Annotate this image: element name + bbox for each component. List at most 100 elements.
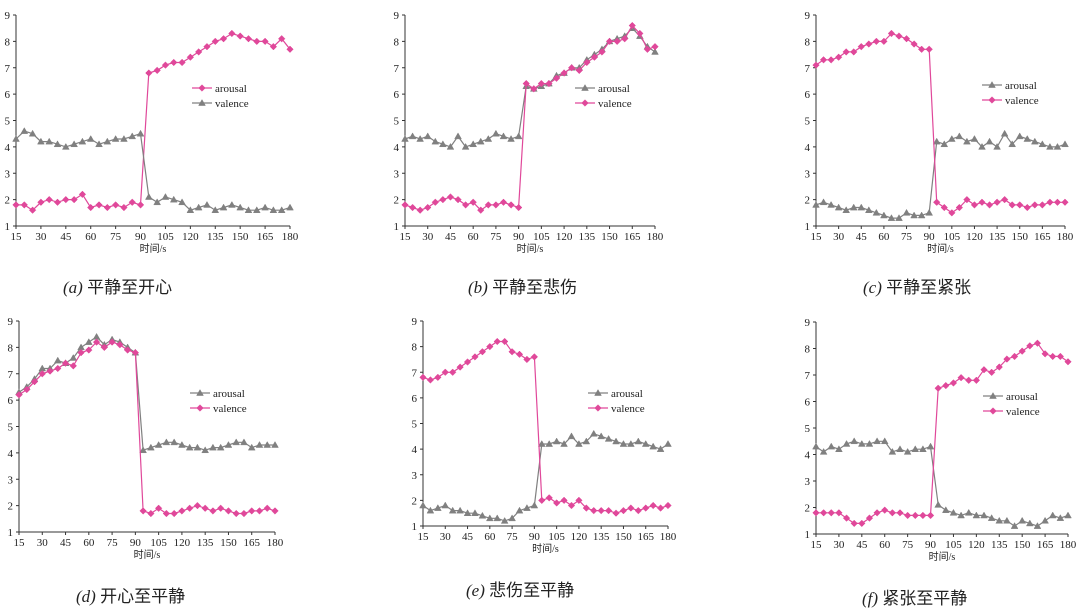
point-arousal	[419, 501, 427, 509]
y-tick-label: 2	[8, 501, 14, 513]
chart-e-label: (e)	[466, 581, 485, 600]
point-valence	[416, 206, 424, 214]
x-tick-label: 30	[37, 537, 49, 549]
y-tick-label: 9	[805, 317, 811, 329]
point-valence	[842, 48, 850, 56]
point-valence	[471, 353, 479, 361]
point-arousal	[888, 447, 897, 455]
point-arousal	[1048, 511, 1057, 519]
point-arousal	[947, 135, 956, 142]
point-valence	[538, 496, 546, 505]
point-valence	[985, 201, 994, 209]
x-tick-label: 75	[107, 537, 119, 549]
chart-panel-b: 1 2 3 4 5 6 7 8 9 15 30 45 60 75 90 105 120 135 150 165 180 时…	[388, 0, 688, 300]
point-arousal	[1064, 511, 1072, 519]
point-arousal	[903, 447, 912, 455]
point-valence	[170, 509, 178, 518]
x-tick-label: 150	[1014, 539, 1031, 551]
point-valence	[228, 200, 236, 208]
point-arousal	[819, 198, 828, 206]
x-tick-label: 15	[400, 231, 412, 243]
point-arousal	[1008, 140, 1017, 148]
chart-d-title: 开心至平静	[100, 587, 186, 606]
point-valence	[45, 137, 54, 145]
point-valence	[887, 29, 896, 38]
x-tick-label: 165	[1034, 231, 1051, 243]
y-tick-label: 6	[412, 393, 418, 405]
point-arousal	[139, 446, 147, 454]
point-arousal	[597, 432, 606, 440]
chart-panel-a: 1 2 3 4 5 6 7 8 9 15 30 45 60 75 90 105 120 135 150 165 180 时…	[0, 0, 300, 300]
x-tick-label: 135	[991, 539, 1008, 551]
point-arousal	[985, 137, 994, 145]
legend-label-valence: valence	[1006, 406, 1040, 418]
point-arousal	[224, 441, 233, 448]
point-arousal	[864, 206, 873, 213]
y-tick-label: 9	[412, 316, 418, 328]
point-valence	[269, 206, 278, 213]
series-line-arousal	[815, 440, 1069, 527]
x-tick-label: 60	[85, 231, 97, 243]
y-tick-label: 1	[805, 221, 811, 233]
x-tick-label: 105	[945, 539, 962, 551]
point-valence	[77, 348, 85, 357]
point-valence	[23, 385, 31, 394]
point-valence	[28, 129, 37, 137]
x-tick-label: 105	[150, 537, 167, 549]
point-valence	[463, 358, 472, 366]
point-valence	[1049, 352, 1057, 361]
point-valence	[995, 363, 1003, 371]
point-arousal	[896, 445, 904, 452]
point-valence	[424, 203, 432, 212]
x-tick-label: 75	[507, 531, 519, 543]
point-arousal	[812, 200, 820, 208]
point-valence	[970, 201, 979, 209]
point-valence	[896, 509, 904, 517]
legend-label-arousal: arousal	[598, 83, 630, 95]
point-valence	[499, 198, 508, 206]
y-tick-label: 6	[8, 395, 14, 407]
y-tick-label: 5	[394, 116, 400, 128]
point-valence	[501, 337, 509, 346]
point-valence	[111, 135, 120, 142]
point-valence	[972, 376, 981, 384]
point-arousal	[62, 195, 70, 204]
point-arousal	[910, 211, 918, 219]
point-valence	[552, 499, 561, 507]
point-valence	[261, 203, 269, 211]
y-tick-label: 5	[805, 116, 811, 128]
point-valence	[590, 506, 598, 515]
x-tick-label: 120	[968, 539, 985, 551]
point-arousal	[567, 432, 576, 440]
point-arousal	[484, 135, 493, 142]
y-tick-label: 3	[8, 474, 14, 486]
point-arousal	[530, 501, 539, 509]
point-arousal	[919, 445, 927, 452]
point-valence	[108, 338, 116, 346]
point-arousal	[195, 48, 203, 56]
point-valence	[649, 501, 657, 510]
chart-e-title: 悲伤至平静	[489, 581, 575, 600]
x-tick-label: 75	[901, 231, 913, 243]
y-tick-label: 1	[412, 521, 418, 533]
point-valence	[819, 56, 828, 64]
x-tick-label: 105	[944, 231, 961, 243]
point-valence	[1031, 201, 1039, 209]
point-arousal	[980, 511, 988, 519]
point-valence	[1041, 350, 1049, 358]
x-tick-label: 45	[60, 537, 72, 549]
point-valence	[178, 507, 186, 515]
y-tick-label: 5	[412, 419, 418, 431]
point-arousal	[441, 501, 450, 509]
point-arousal	[461, 142, 470, 150]
point-valence	[651, 42, 659, 51]
point-arousal	[515, 506, 524, 514]
point-arousal	[895, 214, 903, 221]
point-arousal	[1003, 516, 1011, 524]
point-valence	[219, 203, 228, 211]
x-tick-label: 135	[989, 231, 1006, 243]
point-valence	[92, 338, 101, 346]
point-arousal	[664, 440, 672, 447]
point-valence	[957, 373, 965, 382]
